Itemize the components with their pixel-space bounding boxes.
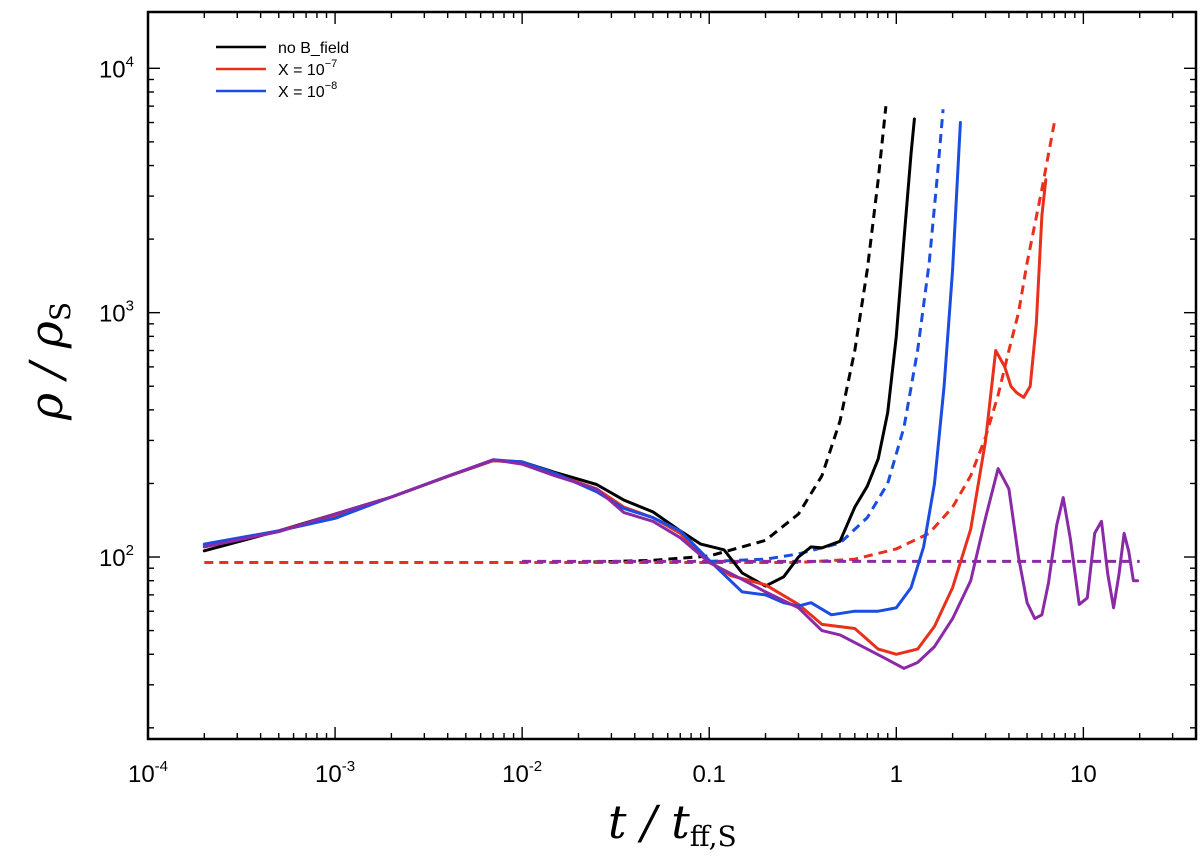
series-line [204,122,1056,564]
x-tick-label: 10 [1070,761,1097,788]
legend-label: X = 10−7 [278,58,337,79]
series-line [709,109,945,563]
series-line [202,458,1140,670]
x-tick-label: 1 [890,761,903,788]
y-tick-label: 103 [99,298,134,328]
y-axis-title-main: ρ / ρ [19,321,73,421]
y-tick-label: 104 [99,53,134,83]
x-axis-title-sub: ff,S [690,820,737,853]
x-tick-label: 10-2 [502,758,542,788]
x-tick-label: 10-4 [128,758,168,788]
legend-label: no B_field [278,40,349,57]
y-axis-title-sub: S [44,302,77,321]
series-line [202,121,962,617]
axis-ticks [147,12,1197,739]
axis-tick-labels: 10-4 10-3 10-2 0.1 1 10 102 103 104 [99,53,1097,788]
y-axis-title: ρ / ρS [19,302,77,421]
x-tick-label: 10-3 [315,758,355,788]
y-tick-label: 102 [99,542,134,572]
series-line [578,106,888,564]
legend-label: X = 10−8 [278,80,337,101]
x-tick-label: 0.1 [693,761,726,788]
x-axis-title: t / tff,S [608,795,737,853]
series-line [202,178,1048,656]
series-layer [202,106,1140,670]
plot-frame [146,10,1198,741]
series-line [202,117,916,588]
x-axis-title-main: t / t [608,795,690,849]
